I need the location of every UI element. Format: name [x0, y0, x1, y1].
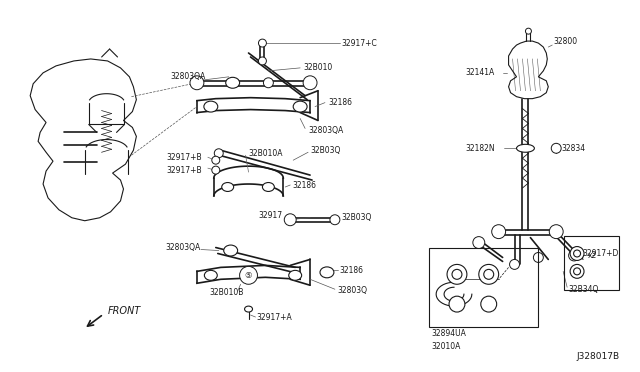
Circle shape	[212, 166, 220, 174]
Circle shape	[570, 264, 584, 278]
Ellipse shape	[289, 270, 301, 280]
Circle shape	[239, 266, 257, 284]
Ellipse shape	[320, 267, 334, 278]
Text: J328017B: J328017B	[577, 352, 620, 361]
Ellipse shape	[262, 183, 275, 192]
Ellipse shape	[224, 245, 237, 256]
Circle shape	[484, 269, 493, 279]
Circle shape	[452, 269, 462, 279]
Text: 32B34Q: 32B34Q	[568, 285, 598, 294]
Text: ⑤: ⑤	[244, 271, 252, 280]
Text: 32834: 32834	[561, 144, 586, 153]
Circle shape	[190, 76, 204, 90]
Circle shape	[573, 250, 580, 257]
Text: 32B03Q: 32B03Q	[310, 146, 340, 155]
Text: 32917+A: 32917+A	[257, 312, 292, 321]
Circle shape	[330, 215, 340, 225]
Text: FRONT: FRONT	[108, 306, 141, 316]
Circle shape	[509, 259, 520, 269]
Ellipse shape	[204, 101, 218, 112]
Text: 32800: 32800	[553, 36, 577, 46]
Ellipse shape	[293, 101, 307, 112]
Text: x2: x2	[588, 251, 597, 260]
Text: 32B03Q: 32B03Q	[342, 213, 372, 222]
Circle shape	[549, 225, 563, 238]
Circle shape	[284, 214, 296, 226]
Text: 32186: 32186	[292, 180, 316, 189]
Circle shape	[264, 78, 273, 88]
Circle shape	[449, 296, 465, 312]
Circle shape	[212, 156, 220, 164]
Ellipse shape	[204, 270, 217, 280]
Text: 32B010: 32B010	[303, 63, 332, 73]
Text: 32182N: 32182N	[466, 144, 495, 153]
Text: 32186: 32186	[340, 266, 364, 275]
Ellipse shape	[221, 183, 234, 192]
Circle shape	[525, 28, 531, 34]
Text: 32B010B: 32B010B	[209, 288, 244, 297]
Circle shape	[259, 57, 266, 65]
Text: 32917: 32917	[259, 211, 283, 220]
Text: 32917+B: 32917+B	[166, 153, 202, 162]
Text: 32894UA: 32894UA	[431, 329, 466, 339]
Text: 32803Q: 32803Q	[338, 286, 368, 295]
Circle shape	[214, 149, 223, 158]
Circle shape	[447, 264, 467, 284]
Text: 32186: 32186	[328, 98, 352, 107]
Text: 32917+B: 32917+B	[166, 166, 202, 174]
Circle shape	[492, 225, 506, 238]
Circle shape	[259, 39, 266, 47]
Circle shape	[573, 268, 580, 275]
Ellipse shape	[226, 77, 239, 88]
Text: 32917+D: 32917+D	[582, 249, 618, 258]
Circle shape	[568, 250, 580, 261]
Bar	[564, 235, 619, 290]
Circle shape	[481, 296, 497, 312]
Ellipse shape	[244, 306, 253, 312]
Circle shape	[570, 247, 584, 260]
Text: 32010A: 32010A	[431, 342, 461, 351]
Text: 32803QA: 32803QA	[308, 126, 343, 135]
Text: 32141A: 32141A	[465, 68, 494, 77]
Circle shape	[303, 76, 317, 90]
Bar	[429, 247, 538, 327]
Text: 32803QA: 32803QA	[170, 72, 205, 81]
Circle shape	[551, 143, 561, 153]
Circle shape	[473, 237, 484, 248]
Circle shape	[479, 264, 499, 284]
Text: 32917+C: 32917+C	[342, 39, 378, 48]
Text: 32B010A: 32B010A	[248, 149, 283, 158]
Circle shape	[533, 253, 543, 262]
Text: 32803QA: 32803QA	[166, 243, 201, 252]
Ellipse shape	[516, 144, 534, 152]
